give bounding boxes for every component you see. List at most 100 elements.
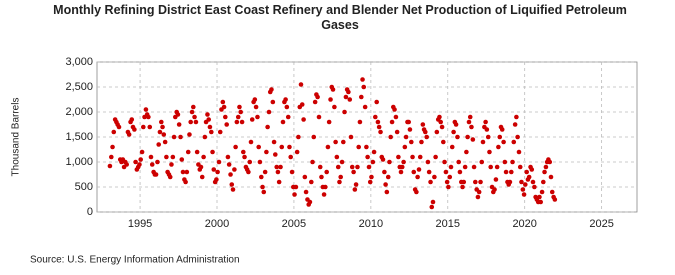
data-point [124, 162, 129, 167]
data-point [276, 179, 282, 185]
data-point [169, 162, 174, 167]
data-point [283, 97, 288, 102]
data-point [159, 119, 164, 125]
data-point [349, 164, 355, 170]
y-tick-label: 1,500 [65, 131, 93, 143]
data-point [260, 184, 265, 190]
data-point [451, 129, 456, 135]
y-tick-label: 1,000 [65, 156, 93, 168]
data-point [194, 149, 200, 155]
data-point [147, 124, 153, 130]
data-point [228, 172, 233, 177]
data-point [252, 97, 258, 102]
data-point [475, 194, 481, 200]
data-point [539, 189, 545, 195]
data-point [417, 154, 423, 160]
data-point [512, 122, 518, 127]
data-point [160, 124, 165, 130]
data-point [480, 139, 486, 145]
data-point [234, 119, 240, 125]
data-point [333, 139, 338, 145]
data-point [494, 164, 500, 170]
data-point [360, 77, 365, 82]
data-point [426, 169, 432, 175]
data-point [269, 87, 274, 92]
data-point [317, 164, 323, 170]
data-point [502, 159, 508, 165]
data-point [543, 164, 549, 170]
data-point [403, 134, 409, 140]
data-point [367, 179, 373, 185]
data-point [409, 139, 414, 145]
data-point [211, 167, 217, 172]
data-point [185, 149, 191, 155]
data-point [278, 164, 283, 170]
x-tick-label: 2025 [589, 218, 613, 230]
data-point [325, 144, 331, 150]
data-point [424, 134, 429, 140]
data-point [376, 124, 382, 130]
data-point [232, 167, 237, 172]
data-point [364, 144, 369, 150]
data-point [141, 124, 146, 130]
data-point [233, 144, 238, 150]
data-point [520, 187, 526, 192]
y-tick-label: 0 [87, 206, 93, 218]
data-point [503, 169, 509, 175]
data-point [170, 154, 176, 160]
data-point [216, 159, 222, 165]
data-point [499, 127, 505, 132]
data-point [515, 134, 520, 140]
data-point [202, 134, 208, 140]
data-point [473, 179, 478, 185]
data-point [210, 149, 215, 155]
data-point [526, 174, 532, 180]
data-point [467, 114, 473, 120]
data-point [542, 169, 547, 175]
data-point [280, 119, 286, 125]
data-point [530, 179, 536, 185]
data-point [521, 192, 527, 197]
data-point [256, 144, 261, 150]
data-point [257, 159, 263, 165]
data-point [357, 119, 363, 125]
data-point [324, 169, 329, 175]
data-point [456, 159, 461, 165]
source: Source: U.S. Energy Information Administ… [30, 255, 240, 266]
data-point [193, 119, 199, 125]
x-tick-label: 2015 [436, 218, 460, 230]
data-point [279, 144, 285, 150]
data-point [187, 132, 192, 137]
data-point [464, 149, 469, 155]
data-point [425, 159, 431, 165]
data-point [366, 164, 372, 170]
data-point [284, 104, 290, 110]
data-point [111, 129, 117, 135]
data-point [455, 134, 460, 140]
data-point [476, 189, 482, 195]
data-point [437, 114, 442, 120]
data-point [229, 182, 235, 187]
data-point [552, 197, 558, 202]
data-point [285, 114, 291, 120]
data-point [299, 102, 305, 107]
data-point [259, 174, 264, 180]
data-point [428, 179, 433, 185]
data-point [309, 179, 314, 185]
data-point [247, 159, 253, 165]
data-point [448, 164, 454, 170]
data-point [265, 124, 270, 130]
data-point [220, 99, 226, 105]
data-point [351, 169, 356, 175]
data-point [266, 109, 272, 115]
data-point [156, 142, 161, 147]
data-point [214, 177, 219, 182]
data-point [209, 129, 214, 135]
data-point [430, 199, 436, 205]
data-point [479, 159, 485, 165]
data-point [378, 129, 383, 135]
data-point [507, 179, 513, 185]
data-point [443, 169, 449, 175]
data-point [332, 104, 337, 110]
data-point [516, 149, 522, 155]
